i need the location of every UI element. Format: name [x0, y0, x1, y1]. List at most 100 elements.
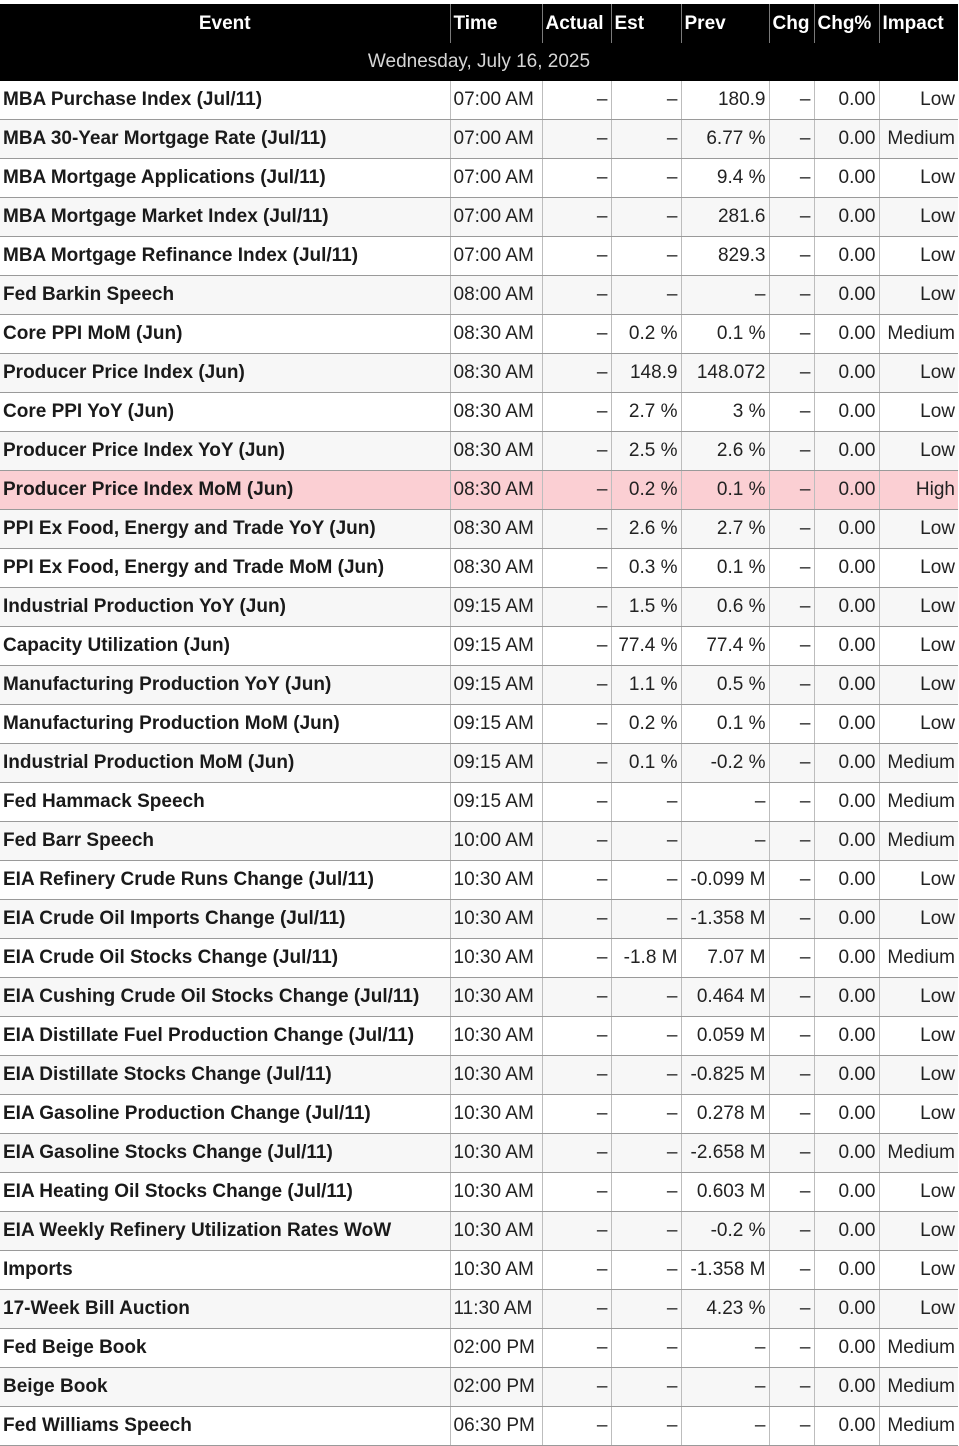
table-row[interactable]: PPI Ex Food, Energy and Trade YoY (Jun) 0… [0, 509, 958, 549]
table-row[interactable]: Manufacturing Production MoM (Jun) 09:15 … [0, 704, 958, 744]
table-row[interactable]: Industrial Production MoM (Jun) 09:15 AM –… [0, 743, 958, 783]
table-row[interactable]: EIA Cushing Crude Oil Stocks Change (Jul… [0, 977, 958, 1017]
event-name[interactable]: Producer Price Index MoM (Jun) [0, 470, 451, 510]
change-percent-value: 0.00 [814, 470, 880, 510]
estimate-value: – [611, 1289, 682, 1329]
column-header-chg-pct[interactable]: Chg% [814, 4, 880, 43]
event-name[interactable]: Fed Barkin Speech [0, 275, 451, 315]
table-row[interactable]: Producer Price Index YoY (Jun) 08:30 AM –2… [0, 431, 958, 471]
event-name[interactable]: EIA Weekly Refinery Utilization Rates Wo… [0, 1211, 451, 1251]
table-row[interactable]: Fed Barr Speech 10:00 AM – – – –0.00 Medium [0, 821, 958, 861]
column-header-chg[interactable]: Chg [769, 4, 815, 43]
event-name[interactable]: Manufacturing Production YoY (Jun) [0, 665, 451, 705]
change-value: – [769, 665, 815, 705]
table-row[interactable]: EIA Weekly Refinery Utilization Rates Wo… [0, 1211, 958, 1251]
column-header-actual[interactable]: Actual [542, 4, 612, 43]
event-name[interactable]: PPI Ex Food, Energy and Trade MoM (Jun) [0, 548, 451, 588]
event-name[interactable]: MBA Purchase Index (Jul/11) [0, 81, 451, 120]
table-row[interactable]: Producer Price Index MoM (Jun) 08:30 AM –0… [0, 470, 958, 510]
table-row[interactable]: EIA Crude Oil Imports Change (Jul/11) 10:… [0, 899, 958, 939]
table-row[interactable]: EIA Gasoline Production Change (Jul/11) 1… [0, 1094, 958, 1134]
table-row[interactable]: MBA 30-Year Mortgage Rate (Jul/11) 07:00 … [0, 119, 958, 159]
actual-value: – [542, 509, 612, 549]
event-name[interactable]: EIA Refinery Crude Runs Change (Jul/11) [0, 860, 451, 900]
event-name[interactable]: EIA Gasoline Production Change (Jul/11) [0, 1094, 451, 1134]
event-name[interactable]: Fed Beige Book [0, 1328, 451, 1368]
event-name[interactable]: Producer Price Index YoY (Jun) [0, 431, 451, 471]
event-name[interactable]: Fed Hammack Speech [0, 782, 451, 822]
event-name[interactable]: EIA Distillate Stocks Change (Jul/11) [0, 1055, 451, 1095]
previous-value: 281.6 [681, 197, 770, 237]
table-row[interactable]: Imports 10:30 AM – – -1.358 M –0.00 Low [0, 1250, 958, 1290]
table-row[interactable]: MBA Mortgage Market Index (Jul/11) 07:00 … [0, 197, 958, 237]
event-name[interactable]: Imports [0, 1250, 451, 1290]
impact-level: Medium [879, 1367, 958, 1407]
event-name[interactable]: EIA Cushing Crude Oil Stocks Change (Jul… [0, 977, 451, 1017]
column-header-time[interactable]: Time [450, 4, 543, 43]
event-name[interactable]: Core PPI YoY (Jun) [0, 392, 451, 432]
event-time: 10:30 AM [450, 860, 543, 900]
event-name[interactable]: Beige Book [0, 1367, 451, 1407]
column-header-prev[interactable]: Prev [681, 4, 770, 43]
event-name[interactable]: Industrial Production YoY (Jun) [0, 587, 451, 627]
event-name[interactable]: Manufacturing Production MoM (Jun) [0, 704, 451, 744]
table-row[interactable]: PPI Ex Food, Energy and Trade MoM (Jun) 0… [0, 548, 958, 588]
table-row[interactable]: Producer Price Index (Jun) 08:30 AM –148.9… [0, 353, 958, 393]
table-row[interactable]: Beige Book 02:00 PM – – – –0.00 Medium [0, 1367, 958, 1407]
change-percent-value: 0.00 [814, 938, 880, 978]
event-name[interactable]: Industrial Production MoM (Jun) [0, 743, 451, 783]
event-name[interactable]: MBA 30-Year Mortgage Rate (Jul/11) [0, 119, 451, 159]
table-row[interactable]: Industrial Production YoY (Jun) 09:15 AM –… [0, 587, 958, 627]
event-name[interactable]: Producer Price Index (Jun) [0, 353, 451, 393]
change-percent-value: 0.00 [814, 81, 880, 120]
column-header-event[interactable]: Event [0, 4, 451, 43]
event-name[interactable]: EIA Crude Oil Imports Change (Jul/11) [0, 899, 451, 939]
actual-value: – [542, 1172, 612, 1212]
event-name[interactable]: EIA Heating Oil Stocks Change (Jul/11) [0, 1172, 451, 1212]
change-percent-value: 0.00 [814, 509, 880, 549]
table-row[interactable]: EIA Refinery Crude Runs Change (Jul/11) 1… [0, 860, 958, 900]
estimate-value: – [611, 1250, 682, 1290]
event-name[interactable]: MBA Mortgage Refinance Index (Jul/11) [0, 236, 451, 276]
table-row[interactable]: Fed Williams Speech 06:30 PM – – – –0.00 Mediu… [0, 1406, 958, 1446]
event-name[interactable]: Fed Williams Speech [0, 1406, 451, 1446]
estimate-value: 0.2 % [611, 314, 682, 354]
table-row[interactable]: EIA Distillate Stocks Change (Jul/11) 10:… [0, 1055, 958, 1095]
table-row[interactable]: Manufacturing Production YoY (Jun) 09:15 … [0, 665, 958, 705]
table-row[interactable]: EIA Distillate Fuel Production Change (J… [0, 1016, 958, 1056]
table-row[interactable]: MBA Mortgage Refinance Index (Jul/11) 07:… [0, 236, 958, 276]
event-name[interactable]: EIA Distillate Fuel Production Change (J… [0, 1016, 451, 1056]
event-name[interactable]: 17-Week Bill Auction [0, 1289, 451, 1329]
table-row[interactable]: MBA Purchase Index (Jul/11) 07:00 AM – –180… [0, 81, 958, 120]
event-name[interactable]: PPI Ex Food, Energy and Trade YoY (Jun) [0, 509, 451, 549]
table-row[interactable]: Core PPI MoM (Jun) 08:30 AM –0.2 % 0.1 % –0.… [0, 314, 958, 354]
event-name[interactable]: Core PPI MoM (Jun) [0, 314, 451, 354]
table-row[interactable]: EIA Heating Oil Stocks Change (Jul/11) 10… [0, 1172, 958, 1212]
actual-value: – [542, 1016, 612, 1056]
change-value: – [769, 860, 815, 900]
table-row[interactable]: Capacity Utilization (Jun) 09:15 AM –77.4 … [0, 626, 958, 666]
table-row[interactable]: 17-Week Bill Auction 11:30 AM – –4.23 % –0.0… [0, 1289, 958, 1329]
table-row[interactable]: MBA Mortgage Applications (Jul/11) 07:00 … [0, 158, 958, 198]
column-header-est[interactable]: Est [611, 4, 682, 43]
event-name[interactable]: EIA Gasoline Stocks Change (Jul/11) [0, 1133, 451, 1173]
table-row[interactable]: Fed Beige Book 02:00 PM – – – –0.00 Medium [0, 1328, 958, 1368]
table-row[interactable]: Fed Barkin Speech 08:00 AM – – – –0.00 Low [0, 275, 958, 315]
table-row[interactable]: Fed Hammack Speech 09:15 AM – – – –0.00 Medium [0, 782, 958, 822]
event-name[interactable]: MBA Mortgage Market Index (Jul/11) [0, 197, 451, 237]
table-row[interactable]: EIA Crude Oil Stocks Change (Jul/11) 10:3… [0, 938, 958, 978]
event-name[interactable]: MBA Mortgage Applications (Jul/11) [0, 158, 451, 198]
event-name[interactable]: Fed Barr Speech [0, 821, 451, 861]
column-header-impact[interactable]: Impact [879, 4, 958, 43]
actual-value: – [542, 626, 612, 666]
actual-value: – [542, 1055, 612, 1095]
event-name[interactable]: EIA Crude Oil Stocks Change (Jul/11) [0, 938, 451, 978]
previous-value: 0.278 M [681, 1094, 770, 1134]
previous-value: – [681, 275, 770, 315]
table-row[interactable]: EIA Gasoline Stocks Change (Jul/11) 10:30… [0, 1133, 958, 1173]
actual-value: – [542, 236, 612, 276]
impact-level: Medium [879, 1133, 958, 1173]
table-row[interactable]: Core PPI YoY (Jun) 08:30 AM –2.7 % 3 % –0.00… [0, 392, 958, 432]
change-percent-value: 0.00 [814, 977, 880, 1017]
event-name[interactable]: Capacity Utilization (Jun) [0, 626, 451, 666]
